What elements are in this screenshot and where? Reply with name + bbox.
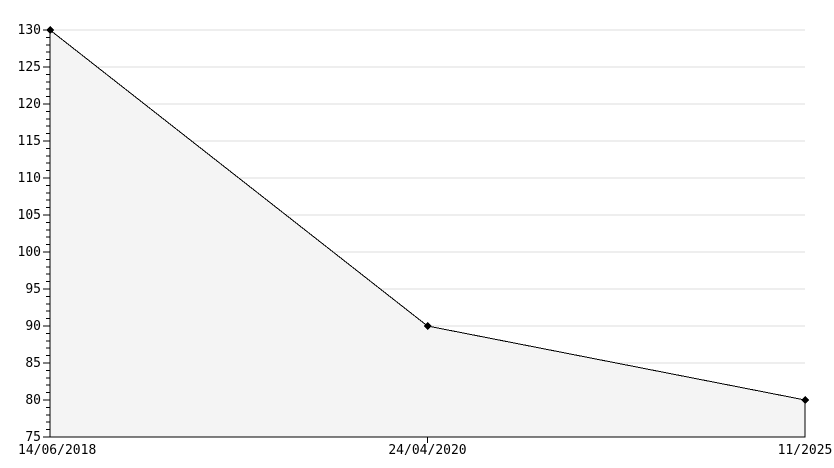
data-point-marker: [46, 26, 54, 34]
y-tick-label: 110: [18, 171, 41, 186]
y-tick-label: 130: [18, 23, 41, 38]
y-tick-label: 115: [18, 134, 41, 149]
x-tick-label: 14/06/2018: [18, 443, 96, 458]
data-point-marker: [423, 322, 432, 330]
y-tick-label: 95: [25, 282, 41, 297]
x-tick-label: 11/2025: [778, 443, 833, 458]
x-tick-label: 24/04/2020: [388, 443, 466, 458]
series-area: [49, 28, 806, 438]
data-point-marker: [801, 396, 809, 404]
y-tick-label: 90: [25, 319, 41, 334]
y-tick-label: 100: [18, 245, 41, 260]
y-tick-label: 85: [25, 356, 41, 371]
y-tick-label: 80: [25, 393, 41, 408]
y-tick-label: 105: [18, 208, 41, 223]
y-tick-label: 120: [18, 97, 41, 112]
y-tick-label: 75: [25, 430, 41, 445]
y-tick-label: 125: [18, 60, 41, 75]
